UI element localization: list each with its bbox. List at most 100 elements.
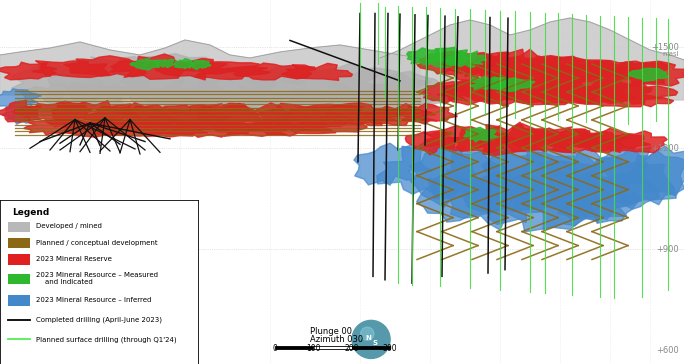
Polygon shape bbox=[174, 59, 194, 68]
Polygon shape bbox=[0, 100, 41, 122]
Polygon shape bbox=[209, 122, 304, 136]
Polygon shape bbox=[380, 18, 684, 100]
Polygon shape bbox=[460, 52, 529, 80]
Polygon shape bbox=[466, 49, 553, 84]
Polygon shape bbox=[569, 128, 650, 153]
Polygon shape bbox=[109, 54, 197, 79]
Polygon shape bbox=[178, 62, 271, 79]
Polygon shape bbox=[462, 122, 550, 155]
Polygon shape bbox=[406, 132, 459, 155]
Polygon shape bbox=[354, 143, 432, 185]
Polygon shape bbox=[437, 81, 499, 105]
Polygon shape bbox=[14, 101, 92, 127]
Polygon shape bbox=[431, 151, 551, 212]
Polygon shape bbox=[0, 40, 420, 95]
Polygon shape bbox=[197, 103, 315, 130]
Polygon shape bbox=[423, 126, 486, 151]
Polygon shape bbox=[55, 119, 126, 137]
Polygon shape bbox=[251, 103, 349, 133]
Text: 100: 100 bbox=[306, 344, 321, 353]
Polygon shape bbox=[64, 56, 152, 77]
Text: +900: +900 bbox=[657, 245, 679, 254]
Text: +1500: +1500 bbox=[651, 43, 679, 52]
Polygon shape bbox=[407, 48, 448, 65]
Polygon shape bbox=[288, 91, 379, 113]
Polygon shape bbox=[410, 147, 516, 207]
Polygon shape bbox=[464, 127, 499, 142]
Polygon shape bbox=[537, 129, 631, 153]
Polygon shape bbox=[486, 78, 535, 91]
Text: +1200: +1200 bbox=[651, 144, 679, 153]
Polygon shape bbox=[464, 148, 583, 211]
Polygon shape bbox=[417, 169, 503, 222]
Polygon shape bbox=[478, 76, 555, 106]
Polygon shape bbox=[0, 89, 41, 111]
Polygon shape bbox=[248, 119, 336, 136]
Polygon shape bbox=[153, 60, 176, 68]
Polygon shape bbox=[130, 59, 159, 70]
Polygon shape bbox=[199, 67, 306, 108]
Polygon shape bbox=[157, 86, 271, 115]
Polygon shape bbox=[357, 92, 437, 118]
Text: Azimuth 030: Azimuth 030 bbox=[310, 335, 363, 344]
Polygon shape bbox=[579, 61, 669, 87]
Polygon shape bbox=[31, 61, 109, 78]
Polygon shape bbox=[129, 87, 222, 114]
Polygon shape bbox=[356, 104, 438, 126]
Polygon shape bbox=[608, 61, 684, 86]
Polygon shape bbox=[147, 103, 276, 130]
Polygon shape bbox=[80, 119, 174, 136]
Polygon shape bbox=[417, 52, 471, 74]
Polygon shape bbox=[282, 63, 352, 80]
Polygon shape bbox=[91, 83, 176, 116]
Polygon shape bbox=[286, 120, 367, 132]
Polygon shape bbox=[163, 62, 276, 105]
Polygon shape bbox=[575, 82, 663, 107]
Text: +600: +600 bbox=[656, 346, 679, 355]
Polygon shape bbox=[193, 86, 310, 116]
Polygon shape bbox=[517, 171, 643, 230]
Polygon shape bbox=[445, 51, 486, 67]
Bar bbox=[275, 347, 313, 349]
Polygon shape bbox=[189, 60, 211, 70]
Polygon shape bbox=[560, 142, 676, 209]
Polygon shape bbox=[495, 149, 615, 222]
Polygon shape bbox=[456, 78, 531, 104]
Text: 0: 0 bbox=[272, 344, 278, 353]
Polygon shape bbox=[531, 146, 648, 221]
Polygon shape bbox=[328, 68, 432, 111]
Text: Plunge 00: Plunge 00 bbox=[310, 327, 352, 336]
Polygon shape bbox=[495, 124, 575, 152]
Polygon shape bbox=[81, 57, 184, 102]
Polygon shape bbox=[521, 56, 633, 84]
Polygon shape bbox=[519, 76, 609, 105]
Polygon shape bbox=[470, 77, 510, 90]
Polygon shape bbox=[120, 54, 230, 110]
Polygon shape bbox=[2, 107, 40, 124]
Polygon shape bbox=[225, 63, 315, 80]
Polygon shape bbox=[426, 47, 471, 67]
Polygon shape bbox=[513, 128, 605, 152]
Polygon shape bbox=[443, 172, 545, 230]
Polygon shape bbox=[628, 68, 668, 81]
Polygon shape bbox=[500, 78, 582, 105]
Bar bbox=[313, 347, 352, 349]
Polygon shape bbox=[439, 51, 508, 80]
Polygon shape bbox=[154, 123, 251, 137]
Text: masl: masl bbox=[662, 51, 679, 56]
Polygon shape bbox=[377, 142, 473, 197]
Polygon shape bbox=[46, 83, 134, 112]
Polygon shape bbox=[24, 118, 96, 135]
Polygon shape bbox=[371, 71, 455, 106]
Polygon shape bbox=[244, 66, 355, 110]
Polygon shape bbox=[246, 90, 343, 118]
Polygon shape bbox=[629, 146, 684, 196]
Polygon shape bbox=[421, 82, 472, 104]
Polygon shape bbox=[122, 119, 216, 137]
Polygon shape bbox=[389, 104, 458, 124]
Polygon shape bbox=[557, 173, 659, 223]
Polygon shape bbox=[326, 90, 408, 114]
Polygon shape bbox=[603, 131, 667, 153]
Polygon shape bbox=[487, 172, 597, 232]
Polygon shape bbox=[551, 60, 649, 83]
